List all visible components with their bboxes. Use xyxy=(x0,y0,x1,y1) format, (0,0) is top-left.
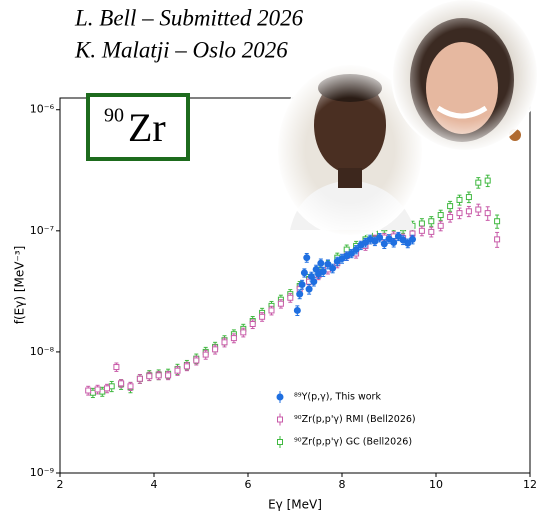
point xyxy=(428,228,435,235)
point xyxy=(465,208,472,215)
point xyxy=(317,259,325,267)
point xyxy=(230,335,237,342)
y-tick-label: 10⁻⁹ xyxy=(30,466,54,479)
point xyxy=(371,237,379,245)
point xyxy=(303,254,311,262)
point xyxy=(409,235,416,243)
y-tick-label: 10⁻⁶ xyxy=(30,103,55,116)
point xyxy=(390,239,398,247)
point xyxy=(418,220,425,227)
point xyxy=(174,367,181,374)
point xyxy=(475,179,482,186)
point xyxy=(221,339,228,346)
photo-woman xyxy=(391,0,537,152)
point xyxy=(268,307,275,314)
point xyxy=(380,240,388,248)
point xyxy=(428,218,435,225)
point xyxy=(113,364,120,371)
point xyxy=(287,294,294,301)
point xyxy=(296,290,304,298)
point xyxy=(319,268,327,276)
point xyxy=(240,329,247,336)
point xyxy=(193,357,200,364)
point xyxy=(183,363,190,370)
y-axis-label: f(Eγ) [MeV⁻³] xyxy=(13,246,27,325)
point xyxy=(85,387,92,394)
x-axis-label: Eγ [MeV] xyxy=(268,498,322,512)
point xyxy=(399,236,407,244)
point xyxy=(394,232,402,240)
point xyxy=(447,203,454,210)
isotope-symbol: Zr xyxy=(128,105,166,150)
header-line: K. Malatji – Oslo 2026 xyxy=(74,37,288,62)
point xyxy=(404,239,412,247)
point xyxy=(127,383,134,390)
x-tick-label: 12 xyxy=(523,478,537,491)
point xyxy=(494,218,501,225)
point xyxy=(437,212,444,219)
x-tick-label: 2 xyxy=(57,478,64,491)
point xyxy=(310,278,318,286)
point xyxy=(146,373,153,380)
point xyxy=(484,177,491,184)
isotope-mass: 90 xyxy=(104,105,124,127)
x-tick-label: 6 xyxy=(245,478,252,491)
point xyxy=(212,346,219,353)
legend-label: ⁹⁰Zr(p,p'γ) RMI (Bell2026) xyxy=(294,414,416,425)
point xyxy=(202,351,209,358)
legend-marker xyxy=(277,416,283,423)
legend-label: ⁹⁰Zr(p,p'γ) GC (Bell2026) xyxy=(294,437,412,448)
legend-label: ⁸⁹Y(p,γ), This work xyxy=(294,392,381,403)
point xyxy=(94,386,101,393)
point xyxy=(484,210,491,217)
point xyxy=(277,300,284,307)
point xyxy=(447,214,454,221)
legend-marker xyxy=(277,439,283,445)
x-tick-label: 4 xyxy=(151,478,158,491)
x-tick-label: 10 xyxy=(429,478,443,491)
point xyxy=(249,321,256,328)
photo-man xyxy=(276,63,424,237)
point xyxy=(305,285,313,293)
x-tick-label: 8 xyxy=(339,478,346,491)
point xyxy=(118,380,125,387)
point xyxy=(376,234,384,242)
point xyxy=(418,227,425,234)
point xyxy=(155,372,162,379)
point xyxy=(465,194,472,201)
header-line: L. Bell – Submitted 2026 xyxy=(74,5,304,30)
point xyxy=(165,372,172,379)
point xyxy=(362,239,369,247)
point xyxy=(298,281,306,289)
point xyxy=(136,375,143,382)
point xyxy=(343,246,350,253)
point xyxy=(437,222,444,229)
point xyxy=(329,264,337,272)
point xyxy=(104,385,110,392)
legend-marker xyxy=(276,393,284,401)
point xyxy=(293,306,301,314)
point xyxy=(300,269,308,277)
marks xyxy=(85,174,501,399)
point xyxy=(475,206,482,213)
point xyxy=(456,196,463,203)
point xyxy=(259,313,266,320)
point xyxy=(494,236,501,243)
point xyxy=(456,210,463,217)
y-tick-label: 10⁻⁷ xyxy=(30,224,54,237)
y-tick-label: 10⁻⁸ xyxy=(30,345,55,358)
isotope-box xyxy=(86,93,190,161)
